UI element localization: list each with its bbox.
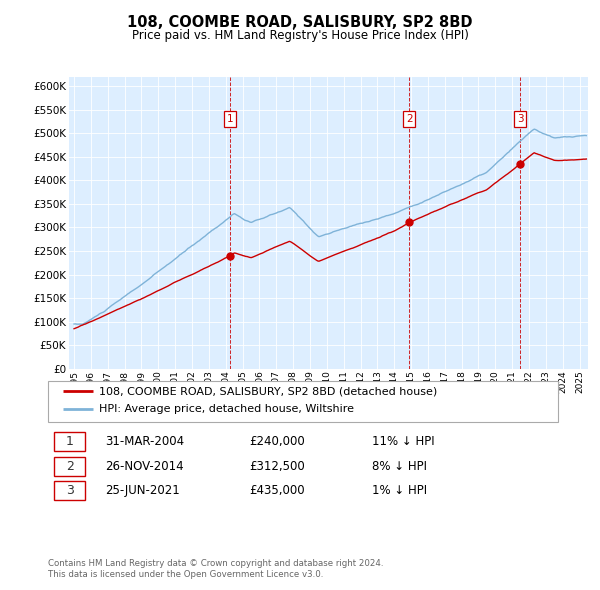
Text: £312,500: £312,500 (249, 460, 305, 473)
Text: 3: 3 (517, 114, 524, 124)
Text: £435,000: £435,000 (249, 484, 305, 497)
Text: 108, COOMBE ROAD, SALISBURY, SP2 8BD: 108, COOMBE ROAD, SALISBURY, SP2 8BD (127, 15, 473, 30)
Text: 31-MAR-2004: 31-MAR-2004 (105, 435, 184, 448)
Text: 25-JUN-2021: 25-JUN-2021 (105, 484, 180, 497)
Text: 3: 3 (65, 484, 74, 497)
Text: 2: 2 (406, 114, 413, 124)
Text: 2: 2 (65, 460, 74, 473)
Text: This data is licensed under the Open Government Licence v3.0.: This data is licensed under the Open Gov… (48, 571, 323, 579)
Text: 1: 1 (227, 114, 233, 124)
Text: 1: 1 (65, 435, 74, 448)
Text: 26-NOV-2014: 26-NOV-2014 (105, 460, 184, 473)
Text: HPI: Average price, detached house, Wiltshire: HPI: Average price, detached house, Wilt… (99, 404, 354, 414)
Text: Price paid vs. HM Land Registry's House Price Index (HPI): Price paid vs. HM Land Registry's House … (131, 30, 469, 42)
Text: 11% ↓ HPI: 11% ↓ HPI (372, 435, 434, 448)
Text: £240,000: £240,000 (249, 435, 305, 448)
Text: 1% ↓ HPI: 1% ↓ HPI (372, 484, 427, 497)
Text: Contains HM Land Registry data © Crown copyright and database right 2024.: Contains HM Land Registry data © Crown c… (48, 559, 383, 568)
Text: 8% ↓ HPI: 8% ↓ HPI (372, 460, 427, 473)
Text: 108, COOMBE ROAD, SALISBURY, SP2 8BD (detached house): 108, COOMBE ROAD, SALISBURY, SP2 8BD (de… (99, 386, 437, 396)
